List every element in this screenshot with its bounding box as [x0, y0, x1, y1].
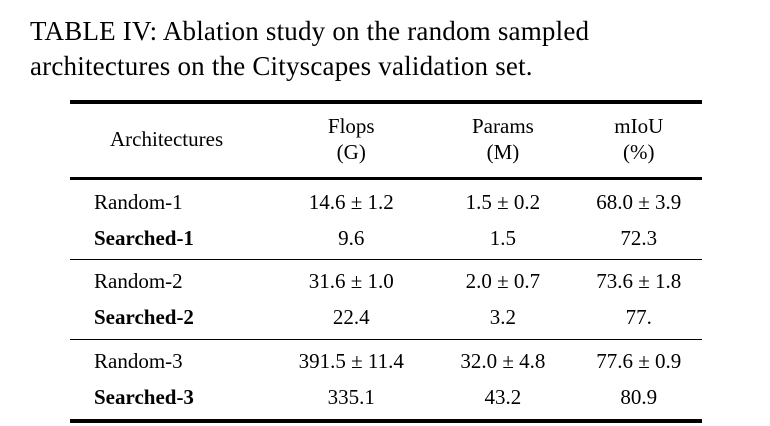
- col-header-label: Params: [472, 114, 534, 139]
- params-cell: 1.5 ± 0.2: [465, 189, 541, 214]
- architecture-name-cell: Random-3: [70, 338, 273, 379]
- params-cell: 2.0 ± 0.7: [430, 259, 576, 300]
- params-cell: 43.2: [484, 384, 522, 409]
- params-cell: 1.5: [489, 225, 517, 250]
- miou-cell: 77.6 ± 0.9: [575, 338, 702, 379]
- col-header-label: mIoU: [614, 114, 664, 139]
- params-cell: 3.2: [489, 305, 517, 330]
- table-row: Searched-1 9.6 1.5 72.3: [70, 220, 702, 260]
- flops-cell: 31.6 ± 1.0: [272, 259, 431, 300]
- col-header-label: Architectures: [110, 127, 224, 152]
- table-row: Searched-2 22.4 3.2 77.: [70, 299, 702, 339]
- miou-cell: 73.6 ± 1.8: [575, 259, 702, 300]
- col-header-unit: (G): [336, 140, 366, 165]
- table-row: Searched-3 335.1 43.2 80.9: [70, 379, 702, 421]
- ablation-table: Architectures Flops (G) Params (M) mIoU …: [70, 100, 702, 424]
- col-header-flops: Flops (G): [272, 102, 431, 180]
- table-row: Random-3 391.5 ± 11.4 32.0 ± 4.8 77.6 ± 0.9: [70, 338, 702, 379]
- miou-cell: 72.3: [620, 225, 658, 250]
- architecture-name-cell: Searched-1: [94, 225, 194, 250]
- flops-cell: 391.5 ± 11.4: [272, 338, 431, 379]
- miou-cell: 77.: [625, 305, 652, 330]
- header-row: Architectures Flops (G) Params (M) mIoU …: [70, 102, 702, 180]
- table-row: Random-2 31.6 ± 1.0 2.0 ± 0.7 73.6 ± 1.8: [70, 259, 702, 300]
- params-cell: 32.0 ± 4.8: [430, 338, 576, 379]
- architecture-name-cell: Searched-3: [94, 384, 194, 409]
- ablation-table-container: Architectures Flops (G) Params (M) mIoU …: [70, 100, 702, 424]
- flops-cell: 22.4: [332, 305, 370, 330]
- table-caption: TABLE IV: Ablation study on the random s…: [30, 16, 590, 82]
- col-header-unit: (%): [623, 140, 655, 165]
- architecture-name-cell: Searched-2: [94, 305, 194, 330]
- col-header-miou: mIoU (%): [575, 102, 702, 180]
- flops-cell: 9.6: [338, 225, 365, 250]
- col-header-label: Flops: [327, 114, 375, 139]
- flops-cell: 14.6 ± 1.2: [308, 189, 394, 214]
- table-row: Random-1 14.6 ± 1.2 1.5 ± 0.2 68.0 ± 3.9: [70, 178, 702, 220]
- miou-cell: 68.0 ± 3.9: [596, 189, 682, 214]
- miou-cell: 80.9: [620, 384, 658, 409]
- architecture-name-cell: Random-2: [70, 259, 273, 300]
- flops-cell: 335.1: [327, 384, 375, 409]
- col-header-unit: (M): [486, 140, 520, 165]
- col-header-architectures: Architectures: [70, 102, 273, 180]
- paper-table-figure: TABLE IV: Ablation study on the random s…: [0, 14, 770, 426]
- col-header-params: Params (M): [430, 102, 576, 180]
- architecture-name-cell: Random-1: [94, 189, 183, 214]
